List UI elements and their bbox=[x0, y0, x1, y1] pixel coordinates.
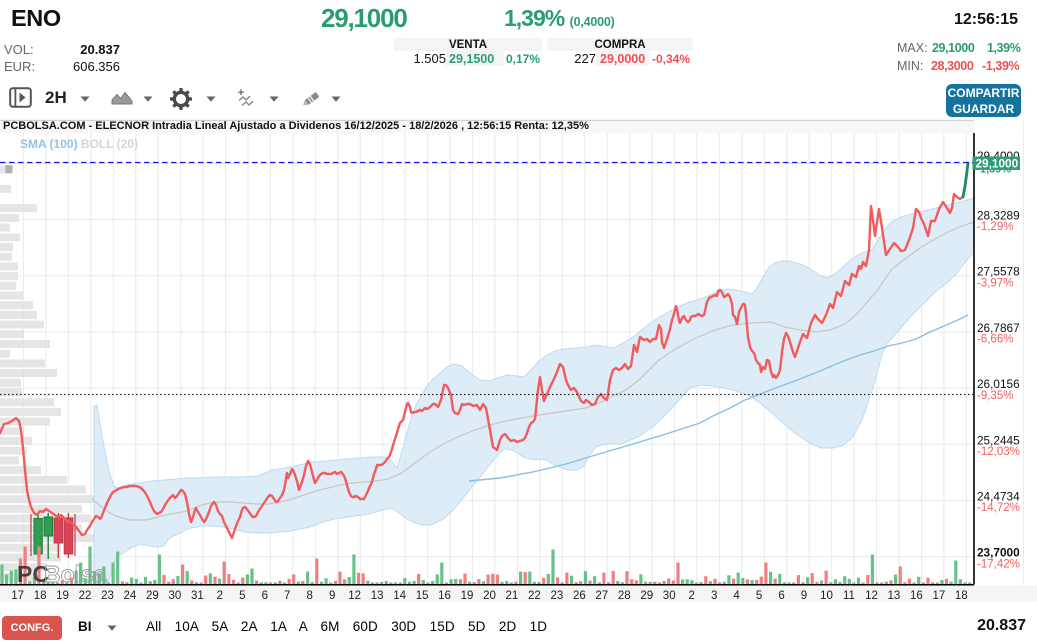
svg-text:13: 13 bbox=[888, 590, 901, 602]
svg-text:24: 24 bbox=[124, 590, 137, 602]
svg-text:31: 31 bbox=[191, 590, 204, 602]
svg-text:17: 17 bbox=[11, 590, 24, 602]
svg-text:Bolsa: Bolsa bbox=[44, 561, 107, 587]
svg-text:9: 9 bbox=[801, 590, 807, 602]
svg-text:5: 5 bbox=[756, 590, 762, 602]
svg-text:6: 6 bbox=[778, 590, 784, 602]
svg-text:29: 29 bbox=[640, 590, 653, 602]
svg-text:4: 4 bbox=[733, 590, 740, 602]
svg-text:29,1000: 29,1000 bbox=[976, 157, 1019, 171]
svg-text:24,4734: 24,4734 bbox=[977, 490, 1020, 504]
svg-text:8: 8 bbox=[306, 590, 312, 602]
svg-text:12: 12 bbox=[865, 590, 878, 602]
svg-text:7: 7 bbox=[284, 590, 290, 602]
svg-text:18: 18 bbox=[955, 590, 968, 602]
svg-text:23,7000: 23,7000 bbox=[977, 546, 1020, 560]
svg-text:-17,42%: -17,42% bbox=[977, 558, 1020, 570]
svg-text:3: 3 bbox=[711, 590, 717, 602]
svg-text:2: 2 bbox=[217, 590, 223, 602]
svg-text:16: 16 bbox=[438, 590, 451, 602]
svg-text:19: 19 bbox=[56, 590, 69, 602]
svg-text:-6,66%: -6,66% bbox=[977, 334, 1013, 346]
svg-text:11: 11 bbox=[843, 590, 855, 602]
svg-text:27: 27 bbox=[595, 590, 608, 602]
svg-text:-3,97%: -3,97% bbox=[977, 277, 1013, 289]
svg-text:26,0156: 26,0156 bbox=[977, 377, 1020, 391]
svg-text:20: 20 bbox=[483, 590, 496, 602]
svg-text:28,3289: 28,3289 bbox=[977, 209, 1020, 223]
svg-text:-12,03%: -12,03% bbox=[977, 446, 1020, 458]
svg-text:30: 30 bbox=[169, 590, 182, 602]
svg-text:26: 26 bbox=[573, 590, 586, 602]
svg-text:22: 22 bbox=[528, 590, 541, 602]
svg-text:18: 18 bbox=[34, 590, 47, 602]
svg-text:9: 9 bbox=[329, 590, 335, 602]
svg-text:10: 10 bbox=[820, 590, 833, 602]
svg-text:PC: PC bbox=[17, 561, 49, 587]
svg-text:23: 23 bbox=[551, 590, 564, 602]
svg-text:22: 22 bbox=[79, 590, 92, 602]
svg-text:27,5578: 27,5578 bbox=[977, 265, 1020, 279]
svg-text:13: 13 bbox=[371, 590, 384, 602]
svg-text:26,7867: 26,7867 bbox=[977, 321, 1020, 335]
svg-text:2: 2 bbox=[688, 590, 694, 602]
svg-text:-1,29%: -1,29% bbox=[977, 221, 1013, 233]
svg-text:21: 21 bbox=[506, 590, 519, 602]
svg-text:-14,72%: -14,72% bbox=[977, 502, 1020, 514]
svg-text:30: 30 bbox=[663, 590, 676, 602]
svg-text:25,2445: 25,2445 bbox=[977, 433, 1020, 447]
svg-text:15: 15 bbox=[416, 590, 429, 602]
svg-text:19: 19 bbox=[461, 590, 474, 602]
svg-text:17: 17 bbox=[933, 590, 946, 602]
svg-text:29: 29 bbox=[146, 590, 159, 602]
svg-text:12: 12 bbox=[348, 590, 361, 602]
svg-text:-9,35%: -9,35% bbox=[977, 390, 1013, 402]
svg-text:6: 6 bbox=[262, 590, 268, 602]
svg-text:23: 23 bbox=[101, 590, 114, 602]
svg-text:16: 16 bbox=[910, 590, 923, 602]
svg-text:5: 5 bbox=[239, 590, 245, 602]
svg-text:28: 28 bbox=[618, 590, 631, 602]
svg-text:14: 14 bbox=[393, 590, 406, 602]
